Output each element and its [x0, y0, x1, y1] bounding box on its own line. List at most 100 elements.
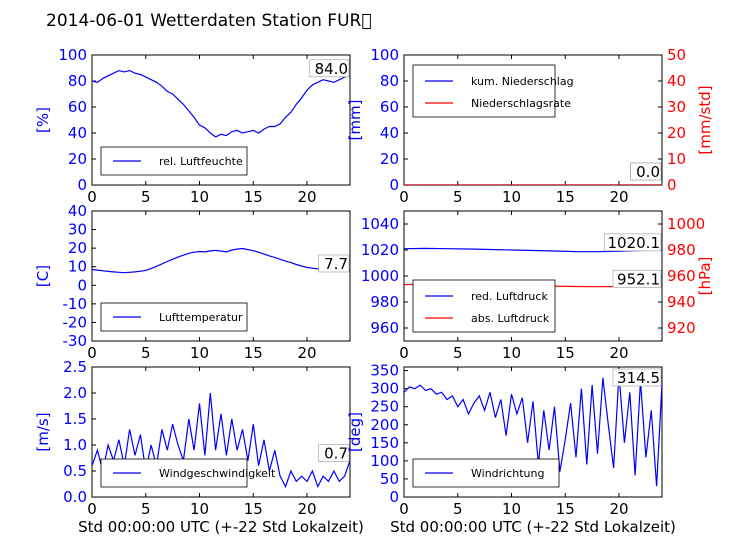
legend-label-0: Windgeschwindigkeit [159, 467, 276, 480]
x-tick-label: 20 [609, 188, 628, 206]
y-tick-label: 1040 [361, 215, 399, 233]
last-value-label: 0.0 [636, 163, 660, 181]
last-value-label: 7.7 [324, 255, 348, 273]
x-tick-label: 15 [556, 344, 575, 362]
y-tick-label: 1020 [361, 241, 399, 259]
y-tick-label: -30 [63, 332, 88, 350]
y-tick-label: 350 [370, 362, 399, 380]
x-tick-label: 5 [453, 188, 463, 206]
last-value-box [612, 269, 662, 288]
last-value-box [318, 444, 350, 462]
y-right-tick-label: 0 [667, 176, 677, 194]
last-value-label: 952.1 [617, 270, 660, 288]
legend-label-0: red. Luftdruck [471, 290, 548, 303]
figure-title: 2014-06-01 Wetterdaten Station FUR  [46, 11, 372, 31]
y-tick-label: 80 [68, 72, 87, 90]
x-tick-label: 15 [244, 500, 263, 518]
x-tick-label: 15 [244, 344, 263, 362]
x-tick-label: 15 [244, 188, 263, 206]
x-tick-label: 0 [87, 500, 97, 518]
x-tick-label: 0 [87, 344, 97, 362]
legend: rel. Luftfeuchte [100, 146, 248, 176]
chart-panel-pressure: 0 5 10 15 20 960 980 1000 1020 1040 920 940 960 980 10… [361, 210, 714, 362]
x-tick-label: 10 [190, 188, 209, 206]
legend: Windrichtung [412, 458, 560, 488]
y-right-tick-label: 960 [667, 267, 696, 285]
x-tick-label: 5 [141, 188, 151, 206]
legend: red. Luftdruck abs. Luftdruck [412, 279, 556, 333]
legend-label-1: abs. Luftdruck [471, 312, 550, 325]
legend-label-0: rel. Luftfeuchte [159, 155, 243, 168]
x-tick-label: 20 [297, 500, 316, 518]
x-axis-label: Std 00:00:00 UTC (+-22 Std Lokalzeit) [390, 518, 676, 536]
y-tick-label: 250 [370, 398, 399, 416]
y-right-tick-label: 50 [667, 46, 686, 64]
y-right-tick-label: 980 [667, 241, 696, 259]
y-tick-label: 0 [389, 176, 399, 194]
x-tick-label: 5 [453, 500, 463, 518]
y-tick-label: 40 [68, 124, 87, 142]
y-tick-label: 20 [380, 150, 399, 168]
last-value-box [603, 233, 662, 252]
y-axis-label: [deg] [346, 412, 364, 452]
x-tick-label: 10 [502, 344, 521, 362]
y-tick-label: 2.5 [63, 358, 87, 376]
y-tick-label: 200 [370, 416, 399, 434]
y-tick-label: 100 [58, 46, 87, 64]
y-tick-label: 150 [370, 434, 399, 452]
x-tick-label: 0 [399, 500, 409, 518]
y-tick-label: 10 [68, 258, 87, 276]
y-tick-label: 60 [68, 98, 87, 116]
y-right-tick-label: 30 [667, 98, 686, 116]
legend: kum. Niederschlag Niederschlagsrate [412, 64, 574, 118]
legend-label-1: Niederschlagsrate [471, 97, 571, 110]
y-right-tick-label: 1000 [667, 215, 705, 233]
x-tick-label: 5 [453, 344, 463, 362]
y-tick-label: 300 [370, 380, 399, 398]
legend-box [412, 279, 556, 333]
x-tick-label: 10 [190, 344, 209, 362]
y-axis-label: [mm] [346, 100, 364, 141]
y-right-tick-label: 920 [667, 319, 696, 337]
x-tick-label: 20 [609, 500, 628, 518]
last-value-box [309, 59, 350, 78]
y-right-tick-label: 20 [667, 124, 686, 142]
series-line-0 [404, 247, 662, 253]
x-tick-label: 5 [141, 344, 151, 362]
y-tick-label: 40 [380, 124, 399, 142]
y-tick-label: 2.0 [63, 384, 87, 402]
y-tick-label: 80 [380, 72, 399, 90]
chart-panel-precipitation: 0 5 10 15 20 0 20 40 60 80 100 0 10 20 30 40 50 [mm] [mm/s… [346, 46, 714, 206]
last-value-label: 0.7 [324, 445, 348, 463]
series-line-0 [92, 247, 350, 274]
x-tick-label: 0 [399, 344, 409, 362]
y-tick-label: 0 [389, 488, 399, 506]
legend-label-0: Windrichtung [471, 467, 544, 480]
x-tick-label: 0 [87, 188, 97, 206]
x-tick-label: 10 [190, 500, 209, 518]
last-value-box [630, 162, 662, 181]
x-tick-label: 10 [502, 188, 521, 206]
chart-panel-humidity: 0 5 10 15 20 0 20 40 60 80 100 [%] rel. Luftfeuchte 8… [34, 46, 351, 206]
x-tick-label: 15 [556, 500, 575, 518]
y-tick-label: 100 [370, 46, 399, 64]
legend: Lufttemperatur [100, 302, 248, 332]
legend-label-0: Lufttemperatur [159, 311, 243, 324]
series-line-0 [92, 392, 350, 489]
y-tick-label: 100 [370, 452, 399, 470]
y-tick-label: -20 [63, 313, 88, 331]
y-right-tick-label: 940 [667, 293, 696, 311]
y-right-axis-label: [mm/std] [696, 85, 714, 154]
y-tick-label: 20 [68, 239, 87, 257]
y-tick-label: 0.0 [63, 488, 87, 506]
y-tick-label: 0.5 [63, 462, 87, 480]
y-tick-label: 980 [370, 293, 399, 311]
y-axis-label: [C] [34, 265, 52, 287]
legend-box [412, 64, 556, 118]
y-right-tick-label: 10 [667, 150, 686, 168]
y-axis-label: [%] [34, 107, 52, 133]
y-tick-label: 1.5 [63, 410, 87, 428]
